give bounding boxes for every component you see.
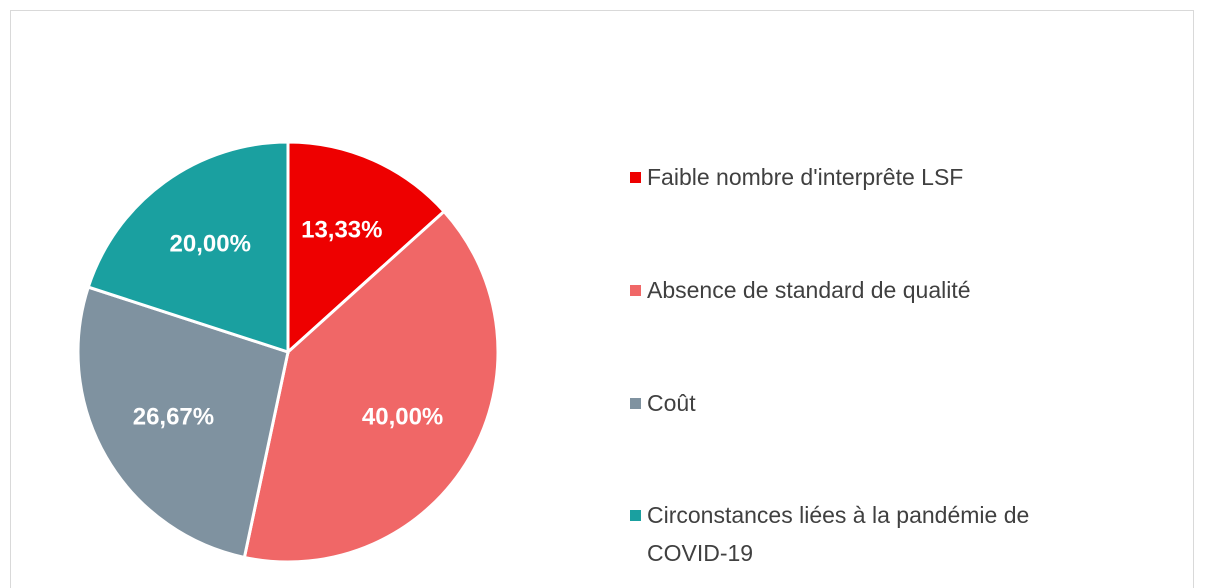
legend-item: Circonstances liées à la pandémie de COV… — [630, 496, 1050, 572]
legend-label: Faible nombre d'interprête LSF — [647, 164, 964, 190]
pie-slice — [86, 140, 290, 355]
legend-item: Coût — [630, 384, 1050, 422]
legend-swatch — [630, 285, 641, 296]
legend-item: Faible nombre d'interprête LSF — [630, 158, 1050, 196]
data-label: 20,00% — [170, 230, 251, 257]
legend-swatch — [630, 398, 641, 409]
chart-frame — [10, 10, 1194, 588]
legend-item: Absence de standard de qualité — [630, 271, 1050, 309]
pie-slice — [286, 140, 447, 356]
data-label: 40,00% — [362, 403, 443, 430]
legend-label: Coût — [647, 390, 696, 416]
data-label: 26,67% — [133, 404, 214, 431]
legend-swatch — [630, 510, 641, 521]
legend-label: Absence de standard de qualité — [647, 277, 971, 303]
legend-label: Circonstances liées à la pandémie de COV… — [647, 502, 1030, 566]
legend-swatch — [630, 172, 641, 183]
pie-slice — [242, 209, 500, 564]
data-label: 13,33% — [301, 216, 382, 243]
pie-slice — [76, 285, 290, 560]
